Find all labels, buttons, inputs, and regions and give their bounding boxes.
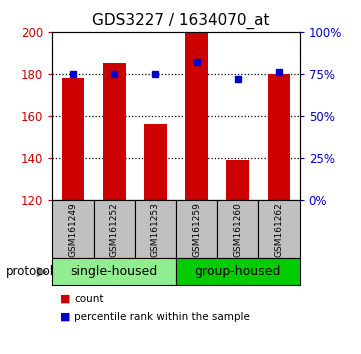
Bar [258,200,300,258]
Text: group-housed: group-housed [195,265,281,278]
Text: percentile rank within the sample: percentile rank within the sample [74,312,250,322]
Bar [135,200,176,258]
Bar [185,32,208,200]
Text: GSM161259: GSM161259 [192,202,201,257]
Text: GSM161252: GSM161252 [110,202,119,257]
Bar [217,200,258,258]
Bar [268,74,290,200]
Text: count: count [74,294,104,304]
Text: single-housed: single-housed [70,265,158,278]
Bar [144,124,167,200]
Text: GSM161260: GSM161260 [233,202,242,257]
Bar [52,200,93,258]
Bar [226,160,249,200]
Text: GSM161249: GSM161249 [69,202,78,257]
Text: GDS3227 / 1634070_at: GDS3227 / 1634070_at [92,12,269,29]
Bar [62,78,84,200]
Bar [93,200,135,258]
Text: GSM161262: GSM161262 [274,202,283,257]
Text: ■: ■ [60,294,70,304]
Text: ■: ■ [60,312,70,322]
Text: GSM161253: GSM161253 [151,202,160,257]
Bar [176,258,300,285]
Text: protocol: protocol [5,266,53,278]
Bar [176,200,217,258]
Bar [103,63,126,200]
Bar [52,258,176,285]
